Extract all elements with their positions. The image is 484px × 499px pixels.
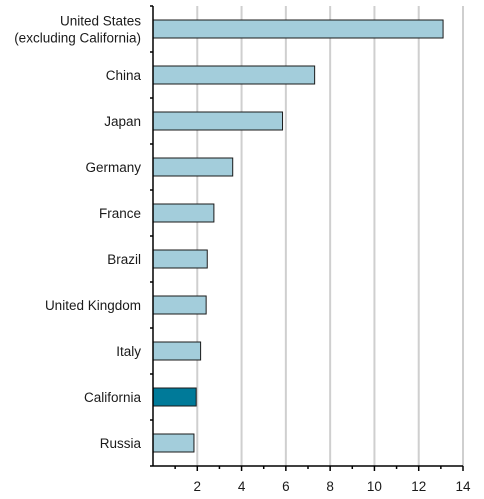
- bar-brazil: [152, 249, 208, 269]
- x-tick-label: 10: [367, 479, 382, 494]
- category-label-line: Italy: [116, 344, 141, 359]
- category-label-line: Germany: [85, 160, 141, 175]
- tick-labels: 2 4 6 8 10 12 14: [194, 479, 471, 494]
- x-tick-label: 6: [282, 479, 290, 494]
- x-tick-label: 2: [194, 479, 202, 494]
- bars: [152, 19, 444, 453]
- category-label: Brazil: [107, 252, 141, 267]
- bar-united-states-excluding-california: [152, 19, 444, 39]
- category-label: Germany: [85, 160, 141, 175]
- x-tick-label: 8: [326, 479, 334, 494]
- x-tick-label: 12: [411, 479, 426, 494]
- bar-france: [152, 203, 215, 223]
- category-label: France: [99, 206, 141, 221]
- bar-california: [152, 387, 197, 407]
- category-label-line: Brazil: [107, 252, 141, 267]
- bar-china: [152, 65, 316, 85]
- axes: [150, 5, 464, 471]
- category-label: United Kingdom: [45, 298, 141, 313]
- category-label-line: Russia: [100, 436, 142, 451]
- x-tick-label: 14: [455, 479, 471, 494]
- bar-japan: [152, 111, 284, 131]
- bar-germany: [152, 157, 234, 177]
- category-label: California: [84, 390, 142, 405]
- category-label-line: California: [84, 390, 142, 405]
- bar-italy: [152, 341, 202, 361]
- category-label-line: (excluding California): [14, 31, 141, 46]
- category-label-line: China: [106, 68, 142, 83]
- x-tick-label: 4: [238, 479, 246, 494]
- category-label-line: United States: [60, 14, 141, 29]
- category-label-line: United Kingdom: [45, 298, 141, 313]
- category-label: China: [106, 68, 142, 83]
- category-label: Japan: [104, 114, 141, 129]
- bar-united-kingdom: [152, 295, 207, 315]
- bar-russia: [152, 433, 195, 453]
- category-label: Russia: [100, 436, 142, 451]
- category-label: United States (excluding California): [14, 14, 141, 46]
- category-labels: United States (excluding California) China…: [14, 14, 141, 452]
- category-label-line: Japan: [104, 114, 141, 129]
- category-label: Italy: [116, 344, 141, 359]
- category-label-line: France: [99, 206, 141, 221]
